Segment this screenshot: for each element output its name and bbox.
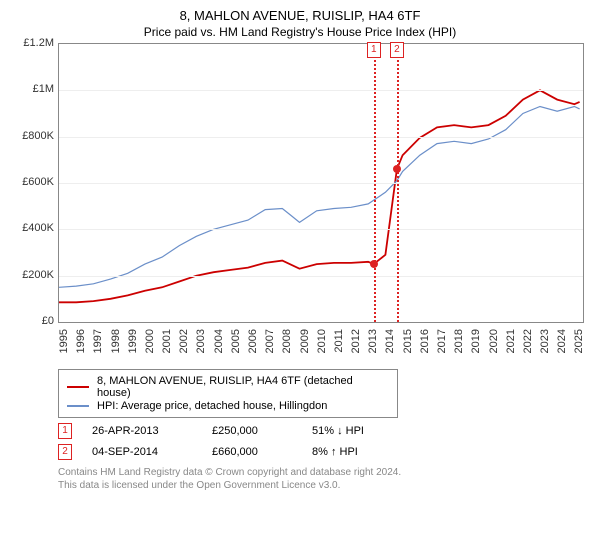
- footer-attribution: Contains HM Land Registry data © Crown c…: [58, 466, 590, 492]
- x-tick-label: 2008: [281, 329, 293, 353]
- x-tick-label: 2003: [195, 329, 207, 353]
- y-tick-label: £800K: [22, 130, 54, 142]
- title-block: 8, MAHLON AVENUE, RUISLIP, HA4 6TF Price…: [10, 8, 590, 39]
- x-tick-label: 2022: [522, 329, 534, 353]
- y-tick-label: £1M: [33, 83, 54, 95]
- x-tick-label: 2016: [419, 329, 431, 353]
- chart-container: 8, MAHLON AVENUE, RUISLIP, HA4 6TF Price…: [0, 0, 600, 560]
- legend-swatch-hpi: [67, 405, 89, 407]
- sale-price: £250,000: [212, 425, 292, 437]
- footer-line: Contains HM Land Registry data © Crown c…: [58, 466, 590, 479]
- sale-date: 04-SEP-2014: [92, 446, 192, 458]
- x-tick-label: 2018: [453, 329, 465, 353]
- sale-marker-dot: [370, 260, 378, 268]
- x-tick-label: 2015: [402, 329, 414, 353]
- grid-line: [59, 229, 583, 230]
- sale-marker-icon: 1: [58, 423, 72, 439]
- x-tick-label: 2024: [556, 329, 568, 353]
- sale-price: £660,000: [212, 446, 292, 458]
- x-tick-label: 1996: [75, 329, 87, 353]
- sale-diff: 51% ↓ HPI: [312, 425, 412, 437]
- sale-marker-icon: 2: [58, 444, 72, 460]
- sale-row: 2 04-SEP-2014 £660,000 8% ↑ HPI: [58, 444, 590, 460]
- y-tick-label: £200K: [22, 269, 54, 281]
- sale-row: 1 26-APR-2013 £250,000 51% ↓ HPI: [58, 423, 590, 439]
- x-tick-label: 2005: [230, 329, 242, 353]
- sale-date: 26-APR-2013: [92, 425, 192, 437]
- x-tick-label: 2019: [470, 329, 482, 353]
- legend-box: 8, MAHLON AVENUE, RUISLIP, HA4 6TF (deta…: [58, 369, 398, 418]
- x-tick-label: 2013: [367, 329, 379, 353]
- sales-table: 1 26-APR-2013 £250,000 51% ↓ HPI 2 04-SE…: [58, 423, 590, 460]
- x-tick-label: 2017: [436, 329, 448, 353]
- x-tick-label: 2009: [299, 329, 311, 353]
- x-tick-label: 1997: [92, 329, 104, 353]
- legend-item-property: 8, MAHLON AVENUE, RUISLIP, HA4 6TF (deta…: [67, 375, 389, 399]
- sale-marker-box: 1: [367, 42, 381, 58]
- grid-line: [59, 137, 583, 138]
- x-tick-label: 1998: [110, 329, 122, 353]
- legend-label-property: 8, MAHLON AVENUE, RUISLIP, HA4 6TF (deta…: [97, 375, 389, 399]
- x-tick-label: 2014: [384, 329, 396, 353]
- legend-label-hpi: HPI: Average price, detached house, Hill…: [97, 400, 327, 412]
- x-tick-label: 2025: [573, 329, 585, 353]
- x-tick-label: 2002: [178, 329, 190, 353]
- x-tick-label: 2020: [488, 329, 500, 353]
- x-tick-label: 2000: [144, 329, 156, 353]
- series-line-hpi: [59, 107, 580, 288]
- x-axis: 1995 1996 1997 1998 1999 2000 2001 2002 2003 2004…: [58, 325, 584, 363]
- x-tick-label: 2010: [316, 329, 328, 353]
- x-tick-label: 1995: [58, 329, 70, 353]
- x-tick-label: 2012: [350, 329, 362, 353]
- sale-diff: 8% ↑ HPI: [312, 446, 412, 458]
- x-tick-label: 2011: [333, 329, 345, 353]
- chart-title: 8, MAHLON AVENUE, RUISLIP, HA4 6TF: [10, 8, 590, 23]
- grid-line: [59, 90, 583, 91]
- y-axis: £0£200K£400K£600K£800K£1M£1.2M: [10, 43, 58, 323]
- grid-line: [59, 183, 583, 184]
- sale-marker-line: [397, 44, 399, 322]
- sale-marker-line: [374, 44, 376, 322]
- x-tick-label: 2006: [247, 329, 259, 353]
- x-tick-label: 2007: [264, 329, 276, 353]
- footer-line: This data is licensed under the Open Gov…: [58, 479, 590, 492]
- y-tick-label: £600K: [22, 176, 54, 188]
- x-tick-label: 2004: [213, 329, 225, 353]
- chart-subtitle: Price paid vs. HM Land Registry's House …: [10, 25, 590, 39]
- sale-marker-dot: [393, 165, 401, 173]
- grid-line: [59, 276, 583, 277]
- y-tick-label: £1.2M: [23, 37, 54, 49]
- legend-swatch-property: [67, 386, 89, 388]
- y-tick-label: £400K: [22, 222, 54, 234]
- x-tick-label: 2001: [161, 329, 173, 353]
- series-line-property: [59, 90, 580, 302]
- chart-area: £0£200K£400K£600K£800K£1M£1.2M 12 199519…: [10, 43, 590, 363]
- x-tick-label: 1999: [127, 329, 139, 353]
- plot-area: 12: [58, 43, 584, 323]
- sale-marker-box: 2: [390, 42, 404, 58]
- x-tick-label: 2021: [505, 329, 517, 353]
- x-tick-label: 2023: [539, 329, 551, 353]
- y-tick-label: £0: [42, 315, 54, 327]
- legend-item-hpi: HPI: Average price, detached house, Hill…: [67, 400, 389, 412]
